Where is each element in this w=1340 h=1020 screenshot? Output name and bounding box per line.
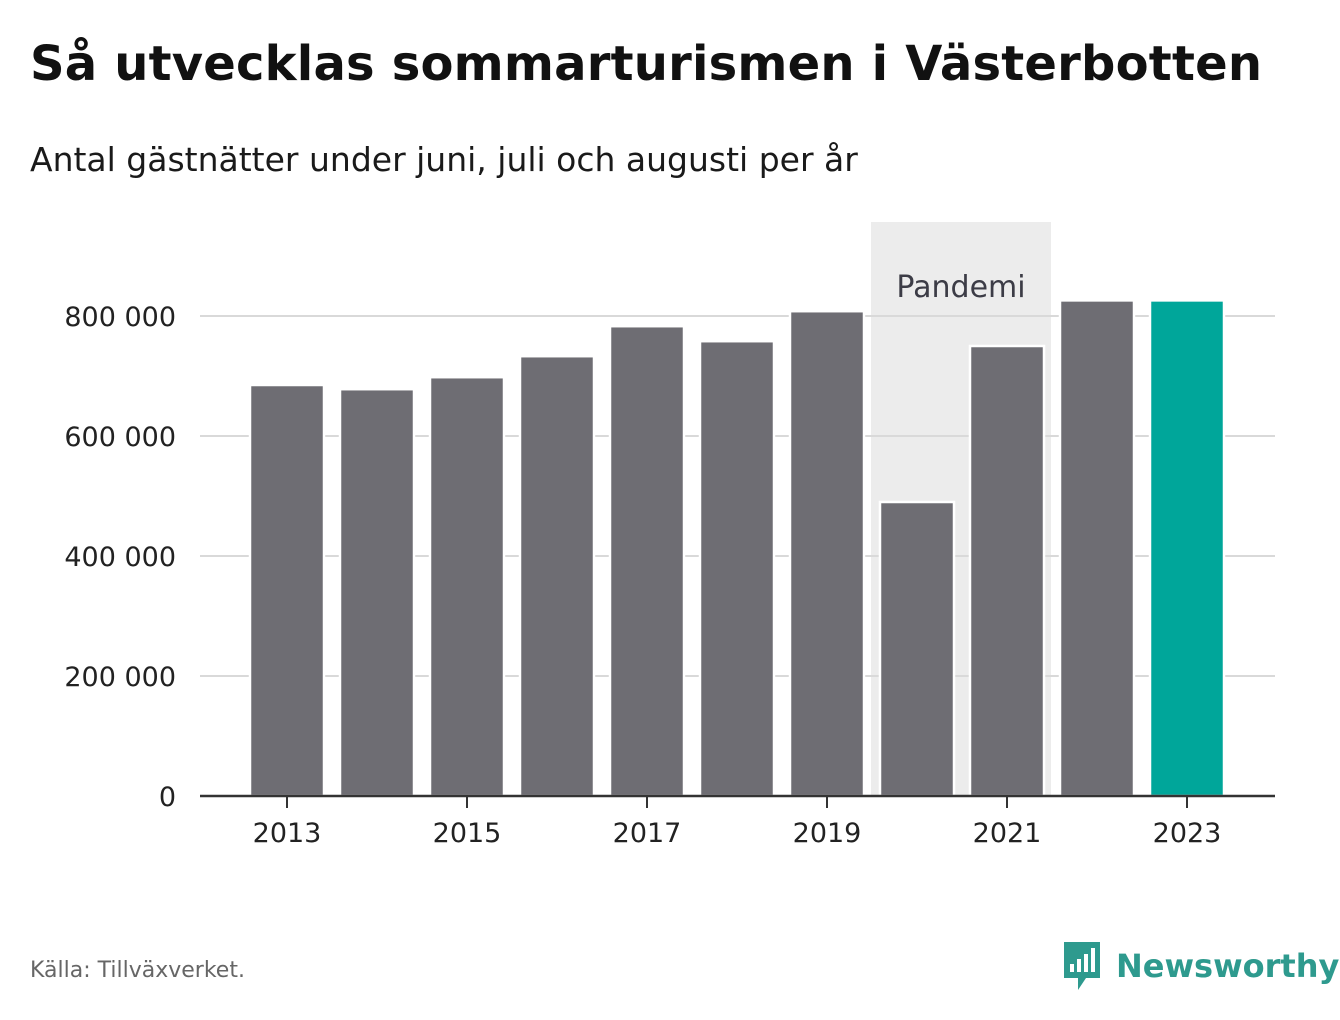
y-tick-label: 600 000 [64,422,176,453]
bar-2023 [1148,299,1226,798]
x-tick-label: 2021 [973,818,1042,849]
pandemic-label: Pandemi [896,270,1025,305]
bar-2019 [788,309,866,798]
bar-2018 [698,339,776,798]
bar-2017 [608,324,686,798]
chart-title: Så utvecklas sommarturismen i Västerbott… [30,36,1263,92]
bar-2013 [248,383,326,798]
bar-2021 [968,344,1046,798]
bar-2014 [338,387,416,798]
bar-2015 [428,375,506,798]
bar-2020 [878,500,956,798]
x-tick-label: 2013 [253,818,322,849]
x-tick-label: 2015 [433,818,502,849]
y-tick-label: 800 000 [64,302,176,333]
newsworthy-logo: Newsworthy [1062,940,1339,992]
bar-2016 [518,354,596,798]
x-tick-label: 2017 [613,818,682,849]
bar-chart-speech-bubble-icon [1064,942,1100,990]
bar-2022 [1058,299,1136,798]
y-tick-label: 400 000 [64,542,176,573]
source-note: Källa: Tillväxverket. [30,958,245,983]
y-tick-label: 0 [159,782,176,813]
y-tick-label: 200 000 [64,662,176,693]
brand-name: Newsworthy [1116,947,1340,985]
chart-subtitle: Antal gästnätter under juni, juli och au… [30,140,858,179]
x-tick-label: 2023 [1153,818,1222,849]
x-tick-label: 2019 [793,818,862,849]
